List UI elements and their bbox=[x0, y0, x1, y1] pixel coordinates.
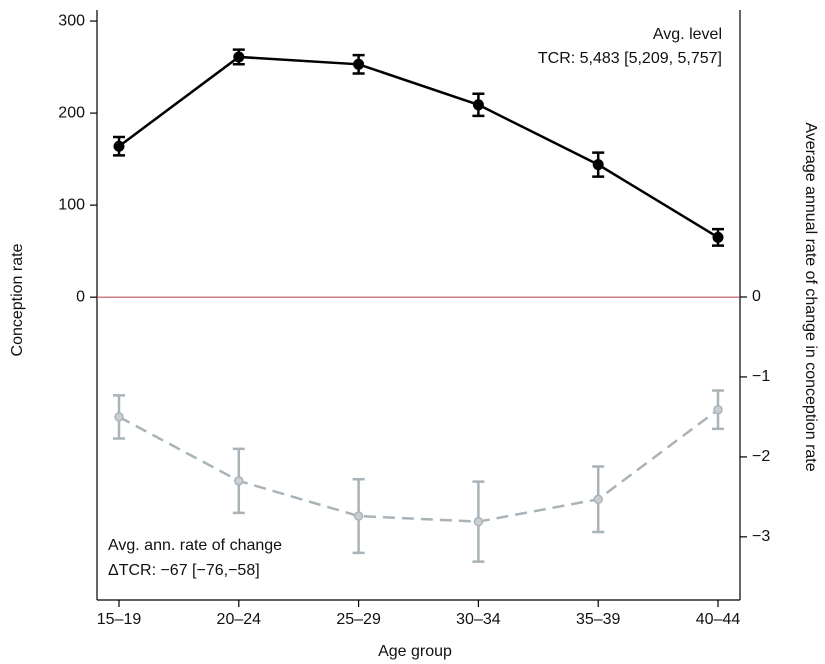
point bbox=[713, 404, 723, 415]
y2-tick-label: −1 bbox=[752, 368, 770, 385]
x-tick-label: 20–24 bbox=[217, 611, 262, 628]
point bbox=[353, 58, 365, 70]
x-tick-label: 25–29 bbox=[336, 611, 381, 628]
y2-tick-label: −3 bbox=[752, 528, 770, 545]
annotation: TCR: 5,483 [5,209, 5,757] bbox=[538, 50, 722, 67]
x-tick-label: 15–19 bbox=[97, 611, 142, 628]
point bbox=[353, 511, 364, 521]
y-tick-label: 0 bbox=[76, 288, 85, 305]
x-tick-label: 30–34 bbox=[456, 611, 501, 628]
point bbox=[114, 412, 124, 422]
point bbox=[233, 51, 245, 63]
series-line bbox=[118, 408, 719, 523]
series-line bbox=[118, 55, 719, 239]
y2-tick-label: 0 bbox=[752, 288, 761, 305]
x-tick-label: 40–44 bbox=[696, 611, 741, 628]
annotation: Avg. level bbox=[653, 26, 722, 43]
y2-tick-label: −2 bbox=[752, 448, 770, 465]
y-tick-label: 100 bbox=[58, 196, 85, 213]
y-axis-label: Conception rate bbox=[9, 243, 26, 356]
annotation: Avg. ann. rate of change bbox=[108, 537, 282, 554]
point bbox=[712, 231, 724, 243]
point bbox=[234, 476, 244, 486]
point bbox=[473, 516, 484, 527]
y-tick-label: 300 bbox=[58, 12, 85, 29]
y2-axis-label: Average annual rate of change in concept… bbox=[802, 122, 819, 471]
x-axis-label: Age group bbox=[378, 643, 452, 660]
point bbox=[593, 494, 603, 505]
point bbox=[113, 140, 125, 152]
y-tick-label: 200 bbox=[58, 104, 85, 121]
annotation: ΔTCR: −67 [−76,−58] bbox=[108, 562, 260, 579]
point bbox=[592, 159, 604, 171]
point bbox=[472, 99, 484, 111]
x-tick-label: 35–39 bbox=[576, 611, 621, 628]
